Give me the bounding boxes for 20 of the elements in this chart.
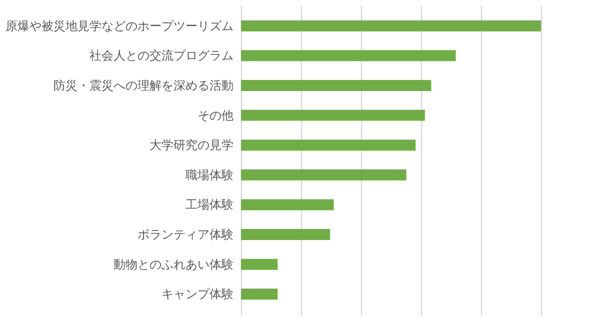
- bar: [241, 169, 406, 180]
- y-tick-label: 防災・震災への理解を深める活動: [54, 78, 234, 92]
- bar: [241, 258, 278, 270]
- y-tick-label: ボランティア体験: [138, 228, 234, 242]
- y-tick-label: 原爆や被災地見学などのホープツーリズム: [6, 18, 234, 33]
- y-tick-label: 大学研究の見学: [150, 138, 234, 152]
- y-tick-label: 動物とのふれあい体験: [114, 257, 234, 272]
- bar: [241, 140, 416, 151]
- y-tick-label: 職場体験: [186, 168, 234, 182]
- bar: [241, 110, 425, 121]
- bar: [241, 199, 334, 210]
- y-tick-label: 工場体験: [186, 198, 234, 212]
- bar: [241, 50, 456, 62]
- bar: [241, 80, 432, 91]
- y-tick-label: キャンプ体験: [162, 287, 234, 302]
- bar: [241, 20, 541, 32]
- bar: [241, 229, 330, 240]
- y-tick-label: 社会人との交流プログラム: [90, 48, 234, 63]
- y-tick-label: その他: [198, 108, 234, 122]
- bar: [241, 288, 278, 300]
